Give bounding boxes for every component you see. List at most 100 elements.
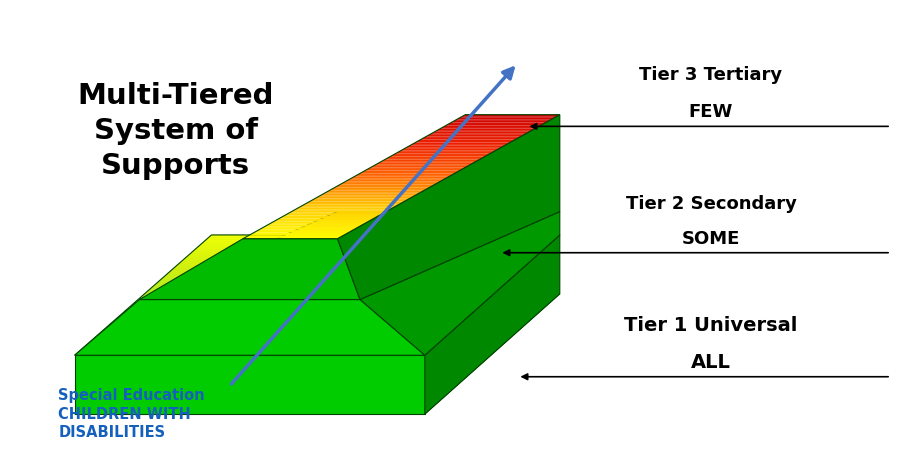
Polygon shape — [302, 205, 399, 206]
Polygon shape — [75, 355, 425, 414]
Polygon shape — [271, 222, 368, 223]
Polygon shape — [401, 149, 499, 150]
Polygon shape — [245, 251, 470, 253]
Polygon shape — [182, 259, 533, 261]
Polygon shape — [75, 353, 427, 355]
Polygon shape — [75, 300, 425, 355]
Polygon shape — [127, 307, 479, 309]
Text: ALL: ALL — [691, 353, 731, 372]
Polygon shape — [266, 225, 363, 227]
Polygon shape — [139, 297, 490, 299]
Polygon shape — [321, 218, 546, 219]
Polygon shape — [82, 347, 434, 349]
Polygon shape — [177, 263, 528, 265]
Polygon shape — [134, 301, 486, 303]
Polygon shape — [113, 319, 465, 321]
Polygon shape — [314, 220, 540, 222]
Polygon shape — [194, 249, 544, 251]
Polygon shape — [452, 121, 549, 123]
Text: FEW: FEW — [688, 103, 734, 121]
Polygon shape — [106, 325, 458, 327]
Polygon shape — [265, 242, 490, 244]
Polygon shape — [448, 123, 546, 124]
Polygon shape — [143, 297, 366, 298]
Polygon shape — [75, 294, 560, 414]
Polygon shape — [150, 287, 501, 289]
Polygon shape — [164, 275, 515, 277]
Polygon shape — [328, 214, 554, 216]
Polygon shape — [410, 144, 507, 146]
Polygon shape — [310, 200, 407, 201]
Polygon shape — [202, 241, 553, 243]
Polygon shape — [263, 227, 360, 228]
Polygon shape — [140, 239, 360, 300]
Polygon shape — [207, 237, 557, 239]
Polygon shape — [222, 262, 446, 263]
Polygon shape — [195, 273, 420, 275]
Polygon shape — [304, 203, 401, 205]
Polygon shape — [391, 155, 488, 156]
Polygon shape — [185, 278, 410, 279]
Polygon shape — [418, 139, 516, 141]
Polygon shape — [131, 303, 483, 305]
Polygon shape — [272, 240, 497, 241]
Polygon shape — [302, 226, 526, 227]
Polygon shape — [379, 161, 476, 163]
Polygon shape — [149, 293, 374, 295]
Polygon shape — [346, 180, 443, 181]
Polygon shape — [199, 271, 423, 273]
Polygon shape — [407, 146, 504, 147]
Polygon shape — [232, 257, 456, 258]
Polygon shape — [296, 208, 393, 209]
Polygon shape — [324, 216, 550, 218]
Polygon shape — [335, 186, 432, 188]
Polygon shape — [429, 133, 526, 135]
Polygon shape — [324, 192, 421, 194]
Polygon shape — [212, 266, 436, 267]
Polygon shape — [432, 132, 529, 133]
Polygon shape — [175, 265, 526, 267]
Polygon shape — [77, 351, 429, 353]
Polygon shape — [121, 313, 472, 315]
Polygon shape — [209, 267, 433, 269]
Polygon shape — [384, 158, 482, 160]
Polygon shape — [255, 247, 480, 248]
Polygon shape — [104, 327, 456, 329]
Polygon shape — [376, 163, 473, 164]
Polygon shape — [404, 147, 501, 149]
Polygon shape — [100, 331, 452, 333]
Polygon shape — [388, 156, 485, 158]
Polygon shape — [153, 292, 377, 293]
Polygon shape — [282, 235, 507, 236]
Polygon shape — [166, 286, 390, 288]
Polygon shape — [427, 135, 524, 136]
Polygon shape — [189, 276, 413, 278]
Polygon shape — [191, 251, 542, 253]
Polygon shape — [146, 295, 370, 297]
Polygon shape — [146, 291, 497, 293]
Polygon shape — [195, 247, 546, 249]
Polygon shape — [235, 256, 460, 257]
Polygon shape — [304, 225, 530, 226]
Polygon shape — [294, 229, 520, 231]
Polygon shape — [79, 349, 432, 351]
Polygon shape — [334, 212, 560, 213]
Text: Tier 3 Tertiary: Tier 3 Tertiary — [639, 66, 783, 84]
Polygon shape — [424, 136, 521, 138]
Polygon shape — [122, 311, 474, 313]
Polygon shape — [371, 166, 468, 168]
Polygon shape — [268, 241, 493, 242]
Polygon shape — [351, 176, 448, 178]
Polygon shape — [340, 183, 437, 184]
Polygon shape — [219, 263, 444, 264]
Polygon shape — [274, 220, 371, 222]
Polygon shape — [307, 201, 404, 203]
Polygon shape — [209, 235, 560, 237]
Polygon shape — [88, 341, 441, 343]
Polygon shape — [443, 125, 540, 127]
Polygon shape — [91, 339, 443, 341]
Polygon shape — [415, 141, 513, 143]
Polygon shape — [248, 249, 473, 251]
Polygon shape — [412, 143, 509, 144]
Polygon shape — [173, 267, 524, 269]
